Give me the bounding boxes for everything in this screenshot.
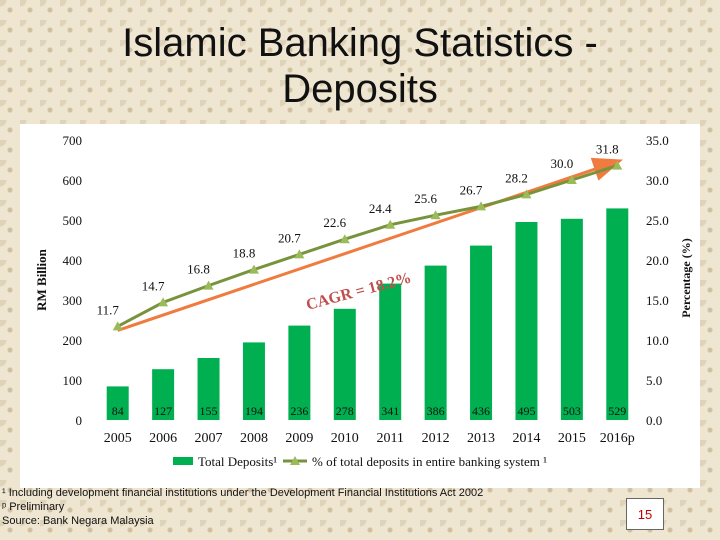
x-tick-label: 2015: [558, 431, 586, 446]
y2-tick-label: 25.0: [646, 213, 669, 228]
bar-value-label: 436: [472, 404, 490, 418]
y-tick-label: 500: [63, 213, 83, 228]
footnotes: ¹ Including development financial instit…: [2, 486, 602, 528]
bar: [606, 208, 629, 420]
line-marker: [203, 280, 214, 290]
bar: [152, 369, 175, 420]
x-tick-label: 2010: [331, 431, 359, 446]
x-tick-label: 2016p: [600, 431, 635, 446]
line-value-label: 22.6: [323, 215, 346, 230]
legend-label-bar: Total Deposits¹: [198, 454, 277, 469]
footnote-preliminary: ᵖ Preliminary: [2, 501, 65, 513]
y2-tick-label: 5.0: [646, 373, 662, 388]
line-marker: [612, 160, 623, 170]
line-marker: [158, 297, 169, 307]
bar-value-label: 84: [112, 404, 124, 418]
y-tick-label: 700: [63, 133, 83, 148]
line-value-label: 30.0: [551, 156, 574, 171]
y-tick-label: 100: [63, 373, 83, 388]
right-axis-label: Percentage (%): [679, 238, 693, 317]
x-tick-label: 2009: [285, 431, 313, 446]
x-tick-label: 2012: [422, 431, 450, 446]
bar-value-label: 386: [427, 404, 445, 418]
y-tick-label: 300: [63, 293, 83, 308]
y2-tick-label: 10.0: [646, 333, 669, 348]
page-number: 15: [626, 498, 664, 530]
line-marker: [566, 175, 577, 184]
bar-value-label: 529: [608, 404, 626, 418]
line-value-label: 18.8: [233, 246, 256, 261]
legend-swatch-bar: [173, 457, 193, 465]
line-value-label: 28.2: [505, 170, 528, 185]
bar-value-label: 341: [381, 404, 399, 418]
bar: [197, 358, 220, 420]
bar-value-label: 155: [200, 404, 218, 418]
legend: Total Deposits¹ % of total deposits in e…: [173, 454, 547, 469]
line-value-label: 16.8: [187, 262, 210, 277]
bar: [560, 218, 583, 420]
slide-title: Islamic Banking Statistics - Deposits: [122, 21, 598, 111]
legend-marker: [290, 456, 300, 465]
chart-panel: [20, 124, 700, 488]
bar: [379, 283, 402, 420]
bar: [515, 222, 538, 420]
bar: [333, 308, 356, 420]
line-marker: [294, 249, 305, 259]
y2-tick-label: 0.0: [646, 413, 662, 428]
line-value-label: 24.4: [369, 201, 392, 216]
x-tick-label: 2005: [104, 431, 132, 446]
line-marker: [248, 264, 259, 274]
bar: [242, 342, 265, 420]
cagr-trend-arrow: [117, 157, 623, 332]
bar-value-label: 503: [563, 404, 581, 418]
x-tick-label: 2007: [195, 431, 223, 446]
line-marker: [385, 219, 396, 229]
y2-tick-label: 20.0: [646, 253, 669, 268]
bar-value-label: 278: [336, 404, 354, 418]
y-axis-label: RM Billion: [34, 248, 49, 311]
y-tick-label: 200: [63, 333, 83, 348]
y-tick-label: 0: [76, 413, 83, 428]
x-tick-label: 2014: [512, 431, 540, 446]
bar: [106, 386, 129, 420]
line-marker: [112, 321, 123, 331]
y2-tick-label: 35.0: [646, 133, 669, 148]
line-marker: [339, 234, 350, 244]
line-value-label: 14.7: [142, 278, 165, 293]
x-tick-label: 2006: [149, 431, 177, 446]
x-tick-label: 2008: [240, 431, 268, 446]
line-value-label: 26.7: [460, 182, 483, 197]
y2-tick-label: 15.0: [646, 293, 669, 308]
line-value-label: 31.8: [596, 142, 619, 157]
bar-value-label: 127: [154, 404, 172, 418]
bar-value-label: 495: [517, 404, 535, 418]
bar: [424, 265, 447, 420]
y-tick-label: 600: [63, 173, 83, 188]
footnote-1: ¹ Including development financial instit…: [2, 487, 484, 499]
y-tick-label: 400: [63, 253, 83, 268]
y2-tick-label: 30.0: [646, 173, 669, 188]
line-marker: [476, 201, 487, 211]
legend-label-line: % of total deposits in entire banking sy…: [312, 454, 547, 469]
line-marker: [521, 189, 532, 199]
line-value-label: 20.7: [278, 230, 301, 245]
bar-value-label: 236: [290, 404, 308, 418]
x-tick-label: 2011: [376, 431, 403, 446]
line-value-label: 25.6: [414, 191, 437, 206]
bar: [288, 325, 311, 420]
bar: [470, 245, 493, 420]
line-marker: [430, 210, 441, 220]
footnote-source: Source: Bank Negara Malaysia: [2, 515, 154, 527]
line-value-label: 11.7: [97, 302, 120, 317]
percentage-line: [117, 164, 618, 328]
x-tick-label: 2013: [467, 431, 495, 446]
bar-value-label: 194: [245, 404, 263, 418]
